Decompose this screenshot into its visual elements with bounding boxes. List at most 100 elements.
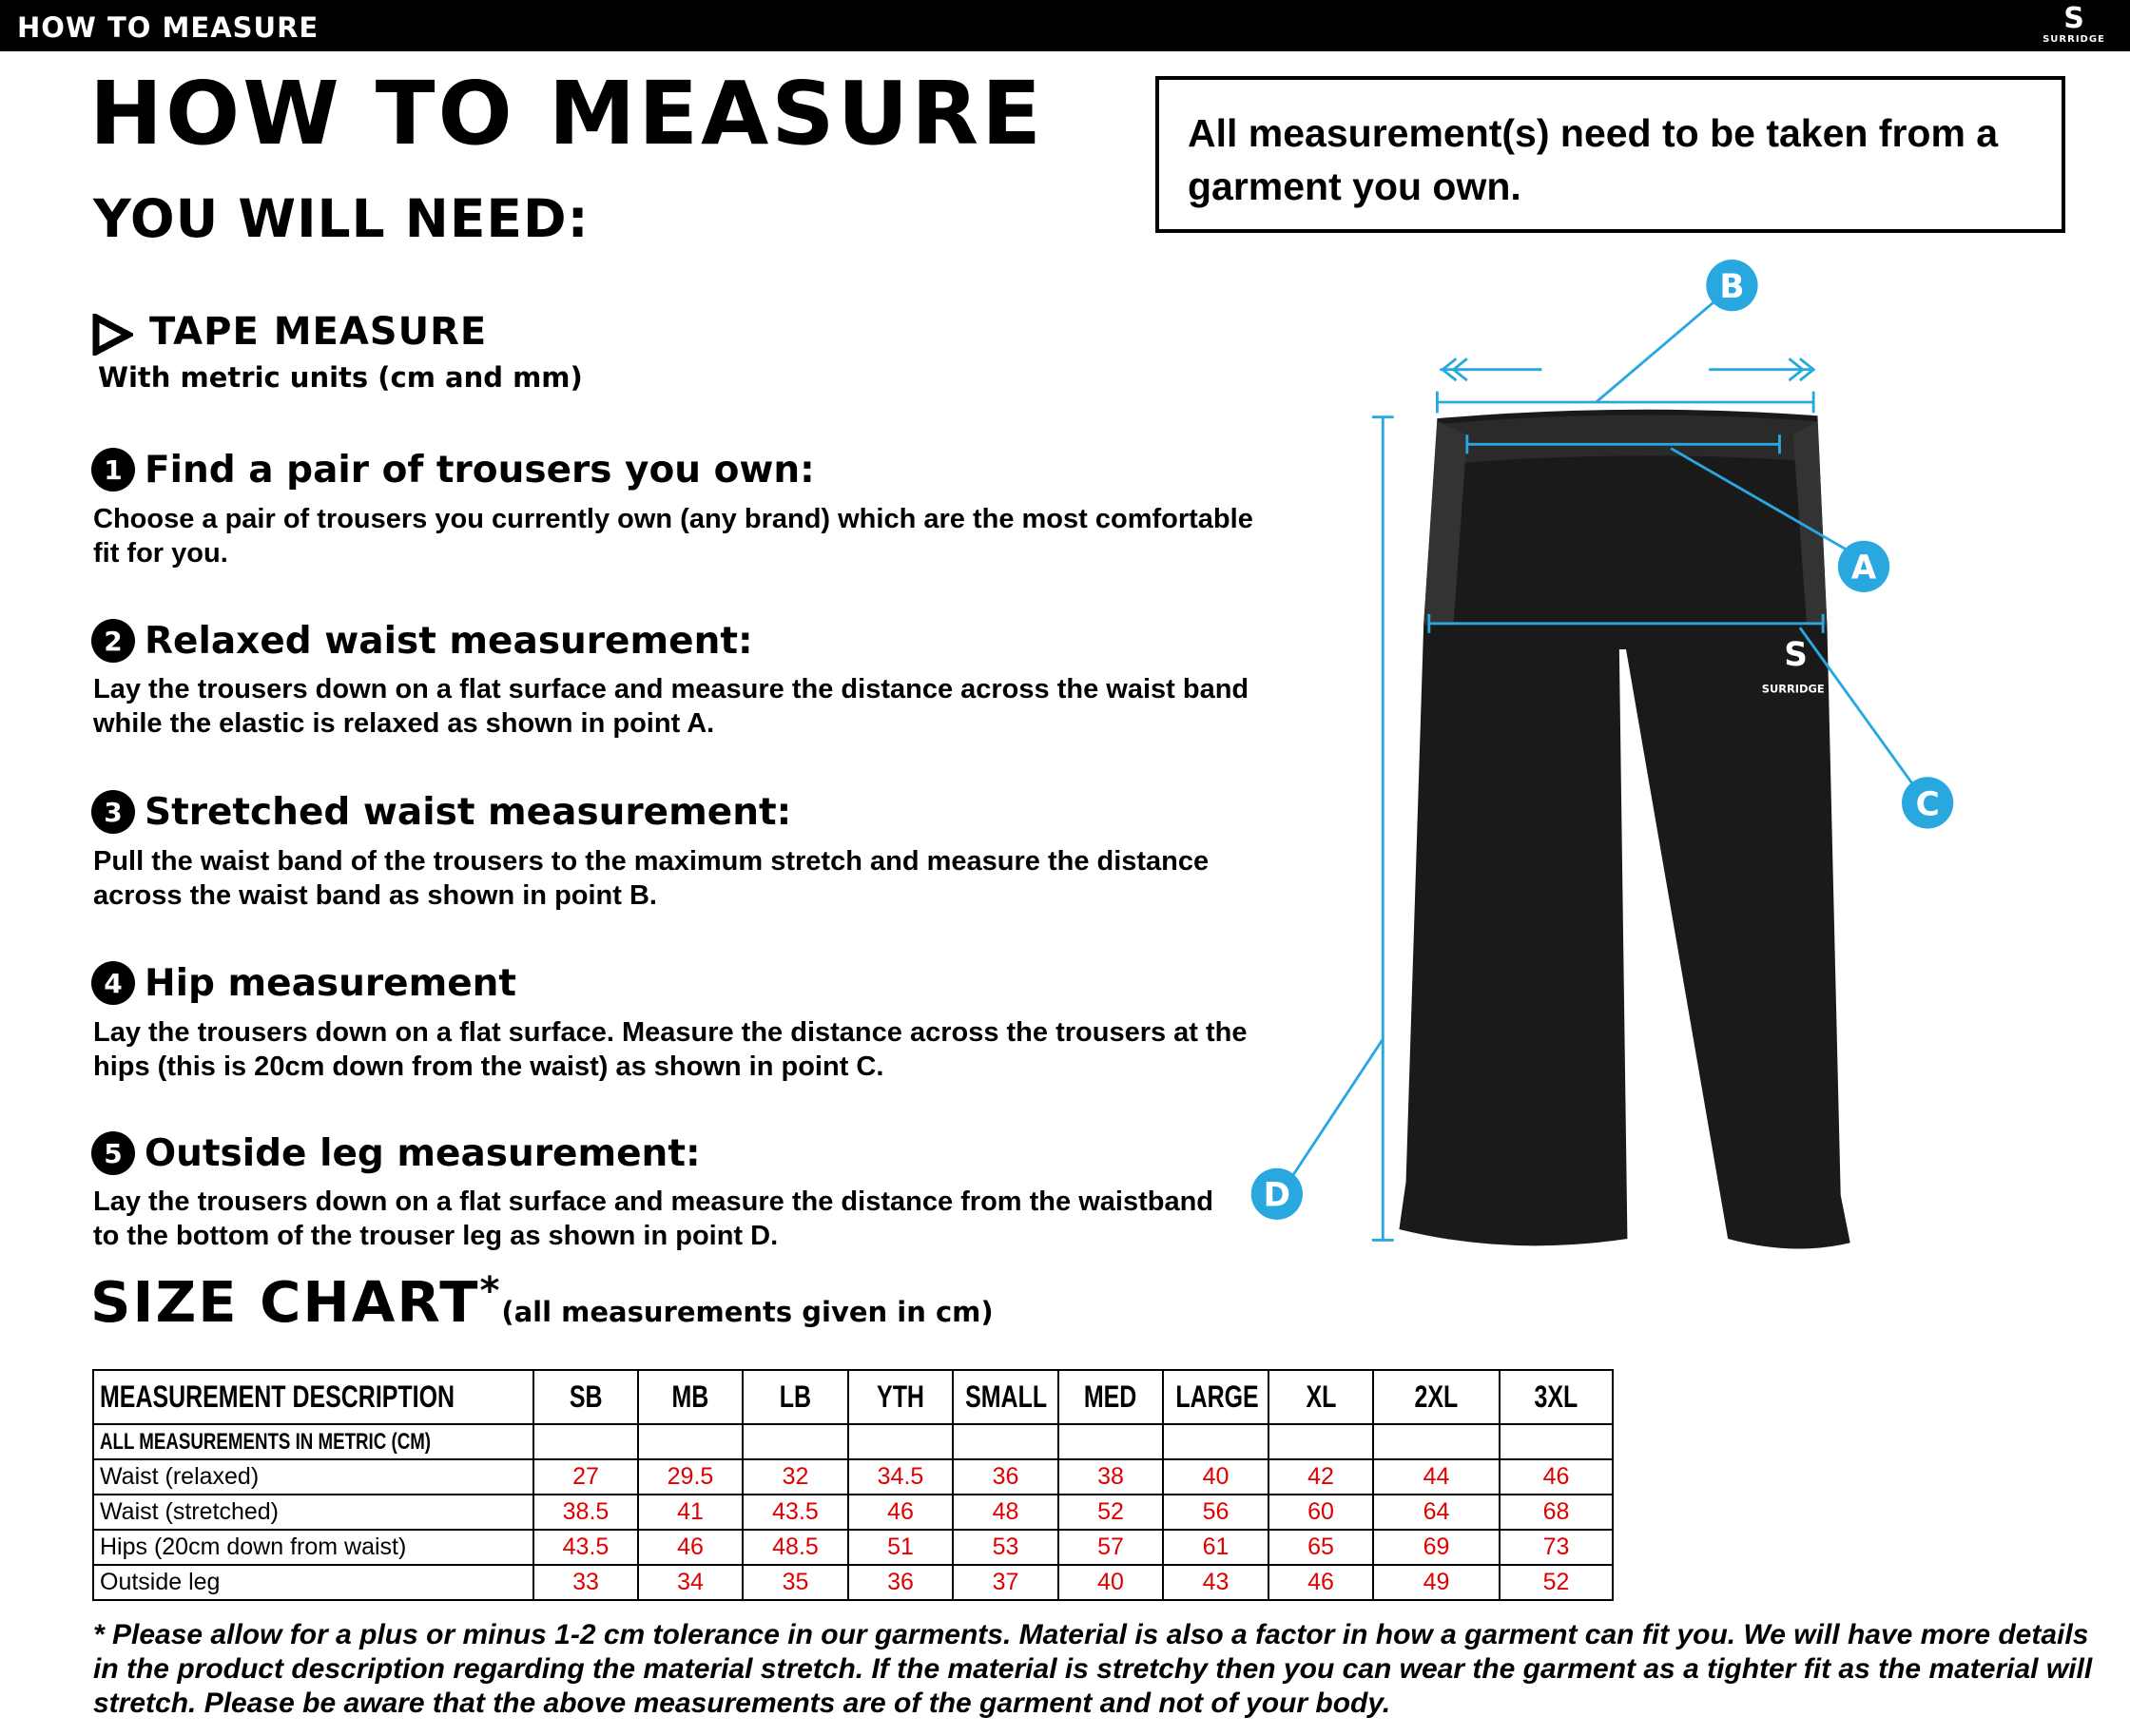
you-will-need-heading: YOU WILL NEED:: [93, 188, 590, 249]
empty-cell: [952, 1423, 1059, 1460]
column-header: MB: [637, 1369, 744, 1425]
value-cell: 73: [1499, 1529, 1614, 1566]
step-number-icon: 3: [91, 790, 135, 834]
value-cell: 49: [1372, 1564, 1501, 1601]
value-cell: 69: [1372, 1529, 1501, 1566]
page-title: HOW TO MEASURE: [89, 63, 1044, 164]
value-cell: 38.5: [532, 1494, 639, 1531]
point-d-label: D: [1264, 1177, 1290, 1215]
top-bar-title: HOW TO MEASURE: [17, 11, 320, 44]
value-cell: 52: [1499, 1564, 1614, 1601]
value-cell: 34: [637, 1564, 744, 1601]
step-1-body: Choose a pair of trousers you currently …: [93, 504, 1253, 569]
row-label: Outside leg: [92, 1564, 534, 1601]
column-header: 2XL: [1372, 1369, 1501, 1425]
empty-cell: [1162, 1423, 1269, 1460]
column-header-label: YTH: [877, 1379, 924, 1414]
step-number-icon: 2: [91, 619, 135, 663]
step-2-body: Lay the trousers down on a flat surface …: [93, 674, 1249, 739]
garment-logo-icon: S: [1784, 636, 1808, 674]
column-header-label: MED: [1084, 1379, 1137, 1414]
column-header: XL: [1268, 1369, 1374, 1425]
metric-label-cell: ALL MEASUREMENTS IN METRIC (CM): [92, 1423, 534, 1460]
step-4-heading: 4 Hip measurement: [91, 961, 516, 1005]
column-header: MEASUREMENT DESCRIPTION: [92, 1369, 534, 1425]
column-header: YTH: [847, 1369, 954, 1425]
value-cell: 53: [952, 1529, 1059, 1566]
value-cell: 32: [742, 1458, 849, 1495]
step-title: Hip measurement: [145, 961, 517, 1005]
empty-cell: [637, 1423, 744, 1460]
step-number-icon: 1: [91, 448, 135, 492]
value-cell: 40: [1057, 1564, 1164, 1601]
value-cell: 43: [1162, 1564, 1269, 1601]
value-cell: 34.5: [847, 1458, 954, 1495]
empty-cell: [1499, 1423, 1614, 1460]
value-cell: 52: [1057, 1494, 1164, 1531]
point-c-marker: [1902, 777, 1954, 829]
tape-measure-sub: With metric units (cm and mm): [98, 361, 583, 394]
point-b-marker: [1706, 260, 1758, 312]
size-chart-heading: SIZE CHART*(all measurements given in cm…: [90, 1269, 994, 1335]
step-3-body: Pull the waist band of the trousers to t…: [93, 846, 1210, 911]
note-box: All measurement(s) need to be taken from…: [1155, 76, 2065, 233]
value-cell: 44: [1372, 1458, 1501, 1495]
step-title: Stretched waist measurement:: [145, 790, 792, 834]
row-label: Waist (relaxed): [92, 1458, 534, 1495]
asterisk: *: [479, 1269, 502, 1313]
step-title: Outside leg measurement:: [145, 1131, 701, 1175]
metric-row: ALL MEASUREMENTS IN METRIC (CM): [92, 1423, 1614, 1460]
column-header: LARGE: [1162, 1369, 1269, 1425]
value-cell: 43.5: [532, 1529, 639, 1566]
value-cell: 43.5: [742, 1494, 849, 1531]
value-cell: 37: [952, 1564, 1059, 1601]
value-cell: 27: [532, 1458, 639, 1495]
step-number-icon: 5: [91, 1131, 135, 1175]
value-cell: 56: [1162, 1494, 1269, 1531]
column-header-label: 3XL: [1534, 1379, 1578, 1414]
value-cell: 46: [847, 1494, 954, 1531]
point-d-marker: [1250, 1167, 1303, 1220]
table-row: Hips (20cm down from waist) 43.5 46 48.5 51 5…: [92, 1529, 1614, 1566]
garment-logo-text: SURRIDGE: [1762, 683, 1825, 696]
value-cell: 40: [1162, 1458, 1269, 1495]
column-header-label: LB: [779, 1379, 812, 1414]
value-cell: 60: [1268, 1494, 1374, 1531]
table-header-row: MEASUREMENT DESCRIPTION SB MB LB YTH SMALL MED…: [92, 1369, 1614, 1425]
point-a-label: A: [1851, 550, 1877, 588]
column-header-label: SB: [569, 1379, 603, 1414]
footnote: * Please allow for a plus or minus 1-2 c…: [93, 1619, 2093, 1719]
value-cell: 46: [1268, 1564, 1374, 1601]
value-cell: 35: [742, 1564, 849, 1601]
column-header: MED: [1057, 1369, 1164, 1425]
tape-measure-heading: TAPE MEASURE: [149, 310, 488, 354]
empty-cell: [1372, 1423, 1501, 1460]
step-1-heading: 1 Find a pair of trousers you own:: [91, 448, 815, 492]
empty-cell: [1057, 1423, 1164, 1460]
column-header-label: MEASUREMENT DESCRIPTION: [100, 1379, 455, 1414]
column-header-label: 2XL: [1414, 1379, 1459, 1414]
column-header-label: SMALL: [965, 1379, 1048, 1414]
value-cell: 41: [637, 1494, 744, 1531]
empty-cell: [532, 1423, 639, 1460]
value-cell: 61: [1162, 1529, 1269, 1566]
row-label: Waist (stretched): [92, 1494, 534, 1531]
value-cell: 46: [1499, 1458, 1614, 1495]
step-5-heading: 5 Outside leg measurement:: [91, 1131, 701, 1175]
step-number-icon: 4: [91, 961, 135, 1005]
value-cell: 38: [1057, 1458, 1164, 1495]
value-cell: 48.5: [742, 1529, 849, 1566]
step-3-heading: 3 Stretched waist measurement:: [91, 790, 791, 834]
value-cell: 29.5: [637, 1458, 744, 1495]
point-c-label: C: [1916, 785, 1940, 823]
value-cell: 64: [1372, 1494, 1501, 1531]
column-header-label: MB: [671, 1379, 709, 1414]
value-cell: 36: [952, 1458, 1059, 1495]
value-cell: 57: [1057, 1529, 1164, 1566]
empty-cell: [742, 1423, 849, 1460]
column-header-label: LARGE: [1175, 1379, 1259, 1414]
column-header: LB: [742, 1369, 849, 1425]
top-bar: [0, 0, 2130, 51]
value-cell: 36: [847, 1564, 954, 1601]
